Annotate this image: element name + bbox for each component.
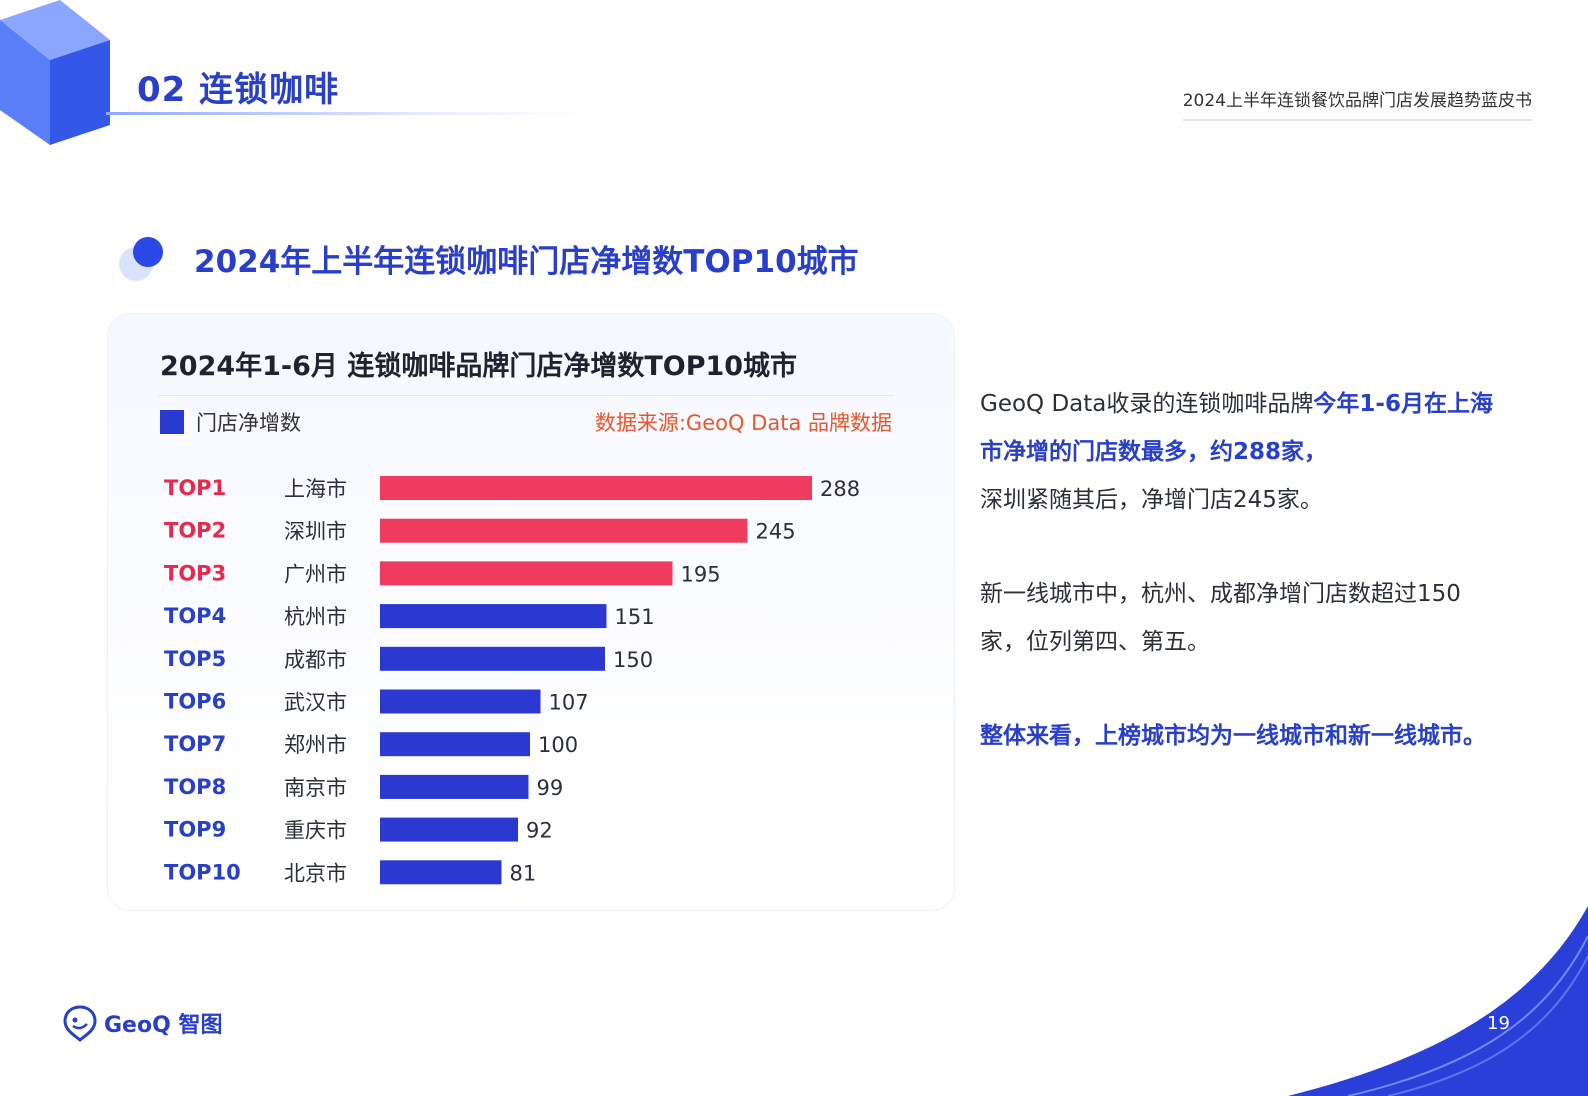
insight-paragraph-3: 整体来看，上榜城市均为一线城市和新一线城市。 xyxy=(980,723,1486,749)
category-label: 重庆市 xyxy=(284,819,347,843)
insight-paragraph-1: GeoQ Data收录的连锁咖啡品牌今年1-6月在上海市净增的门店数最多，约28… xyxy=(980,380,1500,524)
category-label: 郑州市 xyxy=(284,733,347,757)
insight-1-tail: 深圳紧随其后，净增门店245家。 xyxy=(980,487,1323,513)
bar xyxy=(380,604,607,629)
category-label: 广州市 xyxy=(284,562,347,586)
bubble-icon xyxy=(119,237,163,281)
category-label: 成都市 xyxy=(284,648,347,672)
category-label: 深圳市 xyxy=(284,520,347,544)
value-label: 100 xyxy=(538,733,578,757)
bar xyxy=(380,518,748,543)
legend-label: 门店净增数 xyxy=(196,411,301,435)
chart-divider xyxy=(158,395,894,396)
bar xyxy=(380,774,529,799)
chart-legend: 门店净增数 xyxy=(160,407,301,437)
value-label: 151 xyxy=(615,605,655,629)
rank-label: TOP3 xyxy=(164,561,226,585)
slide-subtitle: 2024年上半年连锁咖啡门店净增数TOP10城市 xyxy=(194,244,859,280)
bar xyxy=(380,860,502,885)
value-label: 99 xyxy=(537,776,564,800)
bar xyxy=(380,476,812,500)
bar xyxy=(380,561,673,586)
category-label: 上海市 xyxy=(284,477,347,501)
bar xyxy=(380,646,605,671)
value-label: 92 xyxy=(526,819,553,843)
data-source: 数据来源:GeoQ Data 品牌数据 xyxy=(594,411,892,435)
title-underline xyxy=(106,112,586,115)
rank-label: TOP1 xyxy=(164,476,226,500)
rank-label: TOP6 xyxy=(164,690,226,714)
insight-1-text: GeoQ Data收录的连锁咖啡品牌 xyxy=(980,391,1314,417)
bar xyxy=(380,817,518,842)
bar-chart: TOP1 上海市 288 TOP2 深圳市 245 TOP3 广州市 195 TOP4 杭州市 151… xyxy=(164,476,860,885)
rank-label: TOP5 xyxy=(164,647,226,671)
rank-label: TOP7 xyxy=(164,732,226,756)
value-label: 195 xyxy=(681,562,721,586)
rank-label: TOP4 xyxy=(164,604,226,628)
value-label: 288 xyxy=(820,477,860,501)
decorative-cube xyxy=(0,0,110,145)
legend-swatch xyxy=(160,410,184,434)
geoq-logo-icon xyxy=(63,1005,97,1042)
rank-label: TOP8 xyxy=(164,775,226,799)
chart-title: 2024年1-6月 连锁咖啡品牌门店净增数TOP10城市 xyxy=(160,351,798,382)
insight-paragraph-2: 新一线城市中，杭州、成都净增门店数超过150家，位列第四、第五。 xyxy=(980,581,1461,655)
page-number: 19 xyxy=(1487,1013,1510,1034)
insight-1-highlight: 今年1-6月在上海市净增的门店数最多，约288家， xyxy=(980,391,1493,465)
decorative-corner-wave xyxy=(1288,906,1588,1096)
category-label: 北京市 xyxy=(284,861,347,885)
geoq-logo: GeoQ 智图 xyxy=(62,1004,222,1042)
value-label: 107 xyxy=(549,691,589,715)
category-label: 武汉市 xyxy=(284,691,347,715)
rank-label: TOP2 xyxy=(164,519,226,543)
value-label: 245 xyxy=(756,520,796,544)
rank-label: TOP10 xyxy=(164,860,241,884)
rank-label: TOP9 xyxy=(164,818,226,842)
value-label: 150 xyxy=(613,648,653,672)
category-label: 杭州市 xyxy=(284,605,347,629)
bar xyxy=(380,689,541,714)
logo-text: GeoQ 智图 xyxy=(104,1013,223,1038)
category-label: 南京市 xyxy=(284,776,347,800)
section-title: 02 连锁咖啡 xyxy=(137,70,340,110)
report-title: 2024上半年连锁餐饮品牌门店发展趋势蓝皮书 xyxy=(1182,86,1532,121)
value-label: 81 xyxy=(510,861,537,885)
bar xyxy=(380,732,530,757)
